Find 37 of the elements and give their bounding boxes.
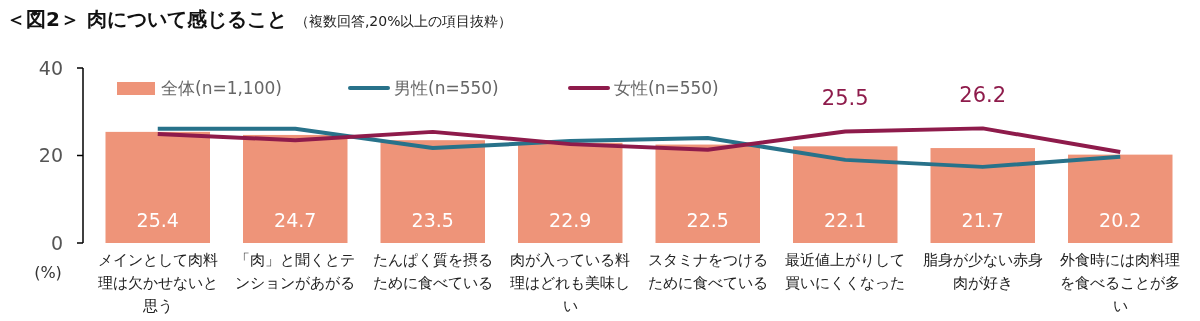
x-tick-label: メインとして肉料理は欠かせないと思う [96, 250, 219, 317]
bar [930, 148, 1035, 243]
data-label: 22.5 [686, 209, 729, 231]
bar [655, 144, 760, 243]
data-label: 25.5 [821, 86, 869, 111]
data-label: 25.4 [136, 209, 179, 231]
x-tick-label: スタミナをつけるために食べている [646, 250, 769, 294]
y-tick-label: 0 [50, 231, 63, 254]
y-tick-label: 40 [38, 56, 63, 79]
bar [1068, 154, 1173, 243]
line-series [155, 126, 1123, 169]
bar [518, 142, 623, 243]
data-label: 26.2 [959, 83, 1007, 108]
line-series [155, 126, 1123, 154]
data-label: 20.2 [1099, 209, 1142, 231]
legend-label: 男性(n=550) [394, 77, 499, 98]
y-tick-label: 20 [38, 144, 63, 167]
x-tick-label: 肉が入っている料理はどれも美味しい [509, 250, 632, 317]
bar [380, 140, 485, 243]
chart-title: ＜図2＞ 肉について感じること [6, 7, 287, 31]
bar [793, 146, 898, 243]
bar [105, 131, 210, 243]
data-label: 21.7 [961, 209, 1004, 231]
data-label: 22.1 [824, 209, 867, 231]
y-axis-title: (%) [34, 263, 62, 282]
legend-label: 女性(n=550) [614, 77, 719, 98]
data-label: 23.5 [411, 209, 454, 231]
x-tick-label: 「肉」と聞くとテンションがあがる [234, 250, 357, 294]
x-tick-label: たんぱく質を摂るために食べている [371, 250, 494, 294]
bar [243, 134, 348, 243]
data-label: 22.9 [549, 209, 592, 231]
x-tick-label: 脂身が少ない赤身肉が好き [921, 250, 1044, 294]
x-tick-label: 外食時には肉料理を食べることが多い [1059, 250, 1182, 317]
chart-subtitle: （複数回答,20%以上の項目抜粋） [294, 13, 513, 29]
data-label: 24.7 [274, 209, 317, 231]
legend-label: 全体(n=1,100) [161, 77, 282, 98]
x-tick-label: 最近値上がりして買いにくくなった [784, 250, 907, 294]
